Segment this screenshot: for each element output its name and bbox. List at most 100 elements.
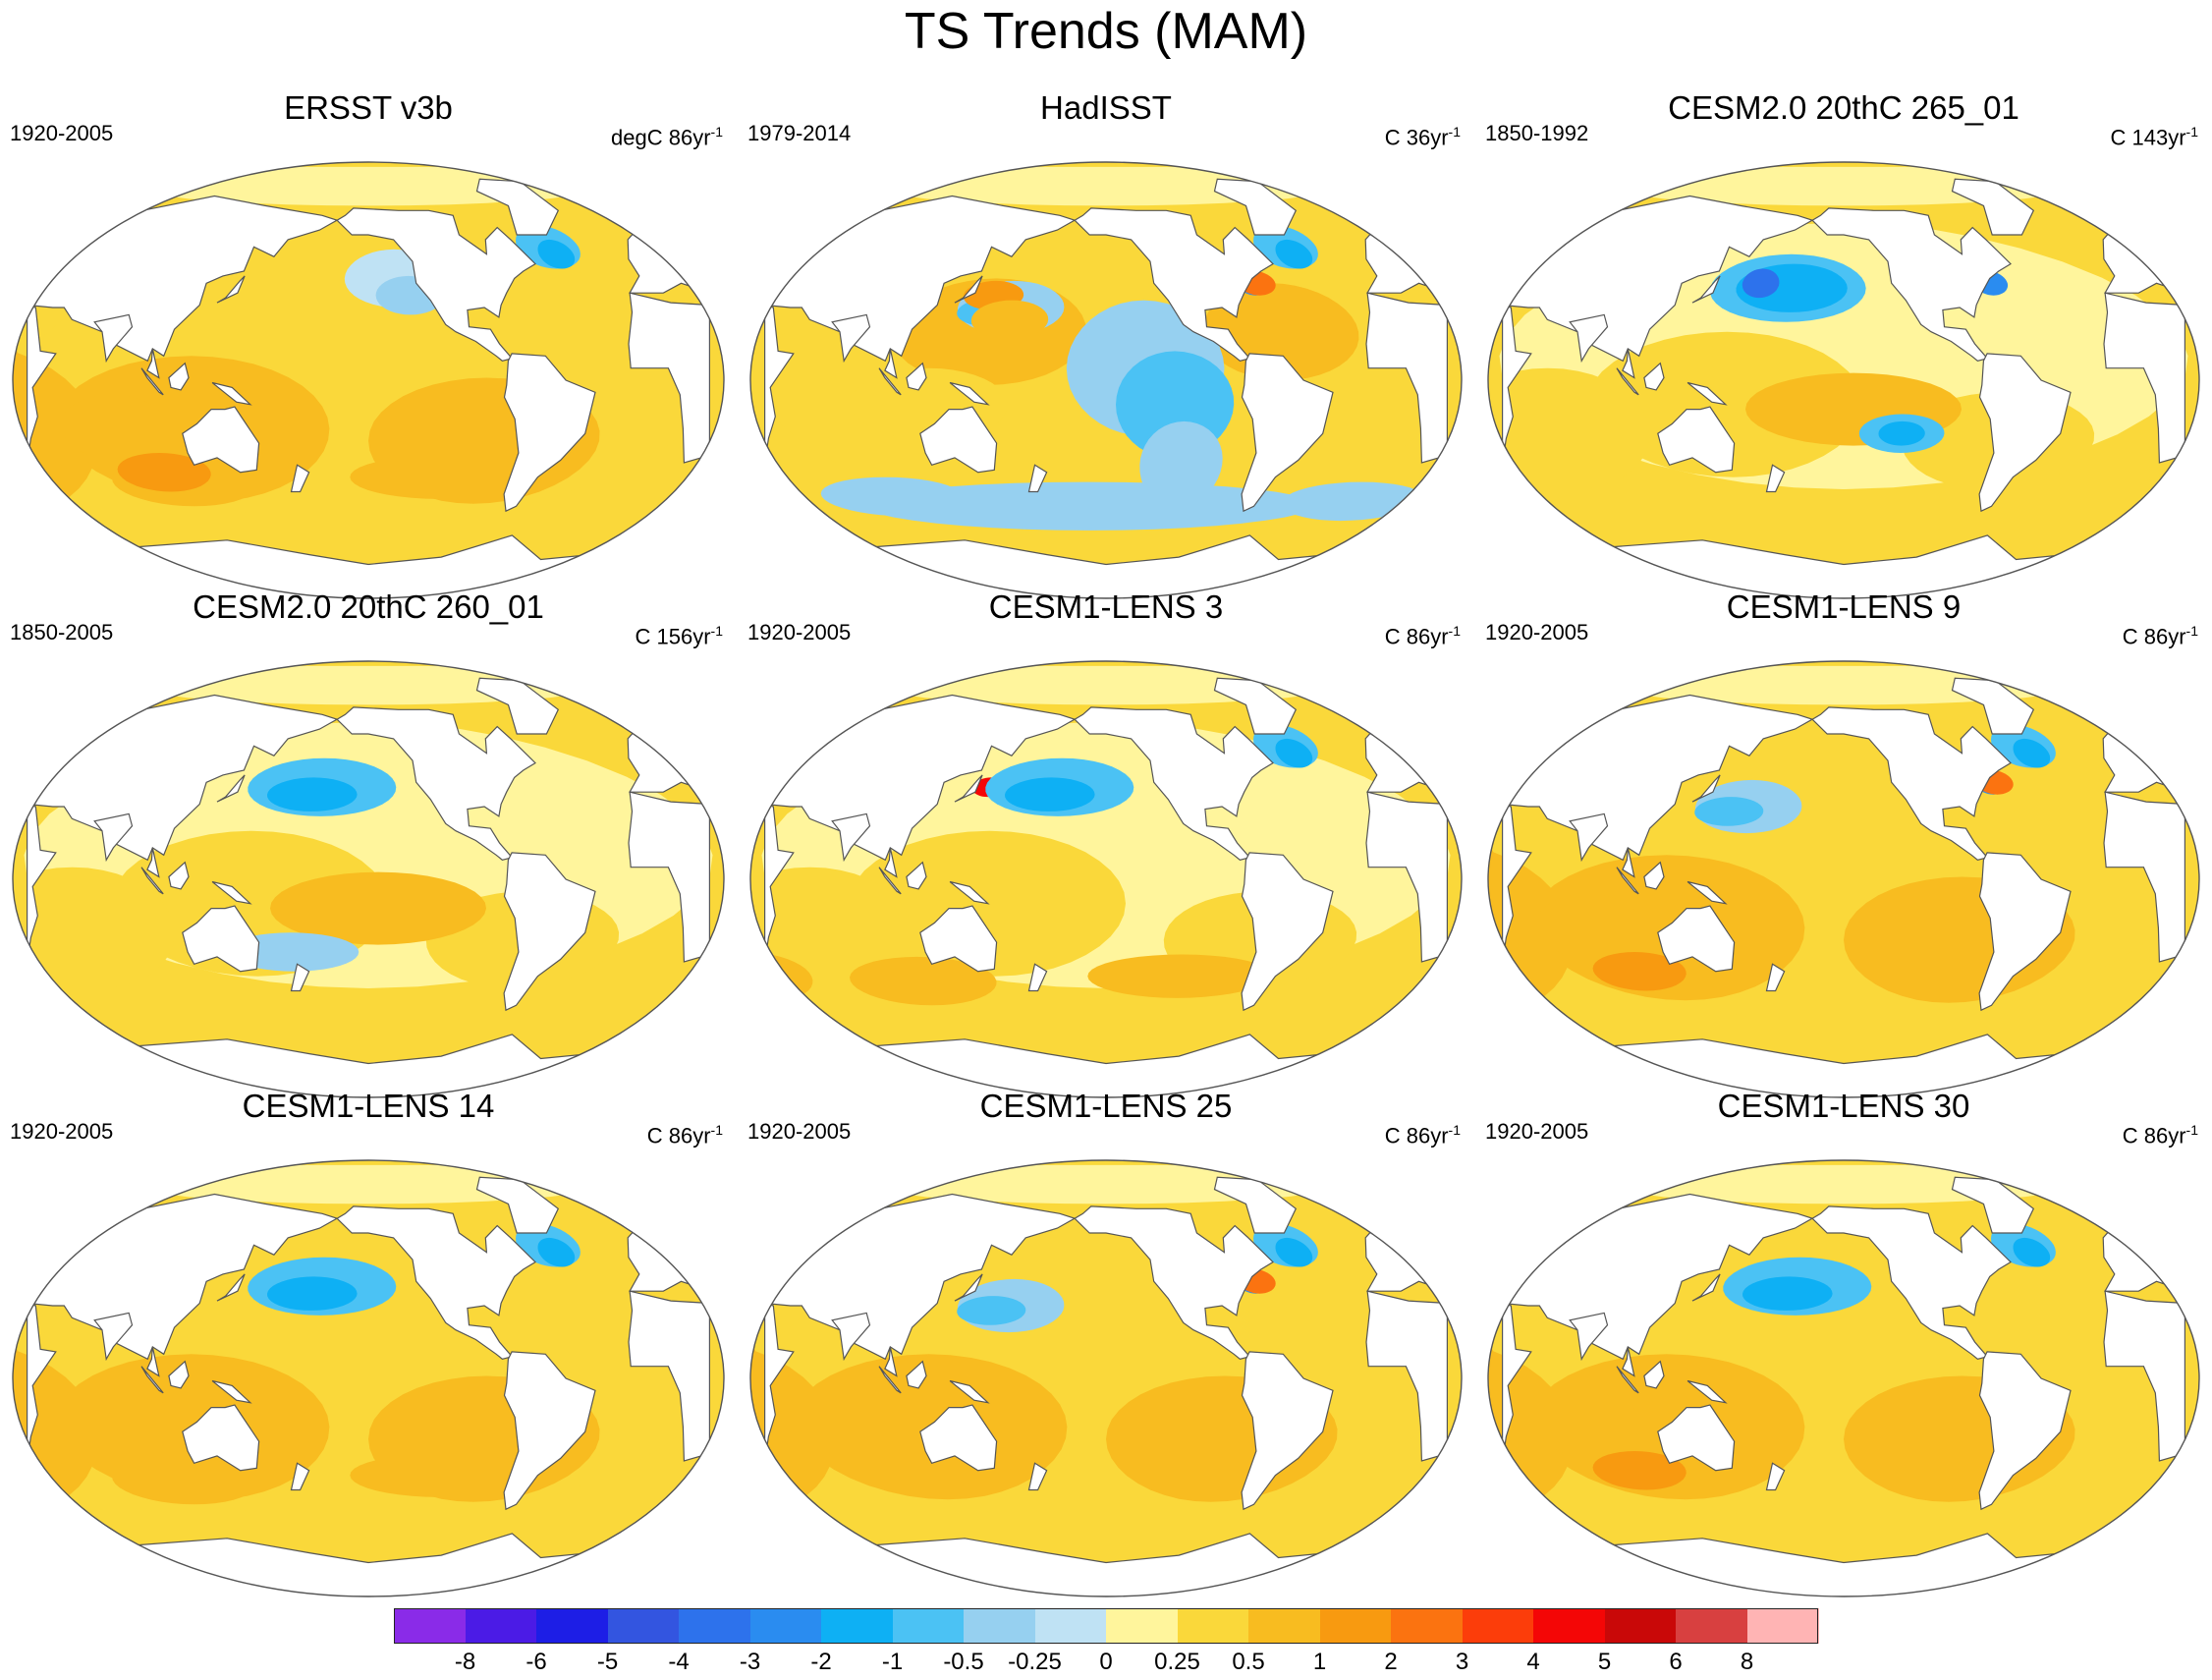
panel-title: ERSST v3b <box>284 89 453 126</box>
land-newzealand <box>1765 1462 1786 1491</box>
land-borneo <box>906 1360 927 1389</box>
panel-title: HadISST <box>1040 89 1172 126</box>
land-australia <box>919 905 998 973</box>
land-samerica <box>503 852 596 1012</box>
colorbar-cell <box>821 1608 894 1644</box>
map-panel: HadISST 1979-2014 C 36yr-1 <box>738 88 1474 609</box>
world-map <box>12 660 725 1098</box>
land-seasia <box>1622 348 1635 379</box>
land-sumatra <box>878 867 902 895</box>
panel-title: CESM2.0 20thC 265_01 <box>1668 89 2019 126</box>
land-greenland <box>1213 677 1298 735</box>
trend-warm-region <box>1488 367 1650 489</box>
land-borneo <box>168 362 190 391</box>
trend-cold-region <box>1878 420 1925 446</box>
land-india <box>93 313 134 364</box>
panel-title: CESM1-LENS 30 <box>1717 1088 1970 1124</box>
map-panel: CESM1-LENS 25 1920-2005 C 86yr-1 <box>738 1087 1474 1607</box>
world-map <box>749 1159 1463 1597</box>
map-outline <box>1487 161 2200 599</box>
land-namerica <box>336 207 536 362</box>
land-australia <box>1657 1404 1736 1472</box>
land-borneo <box>168 861 190 890</box>
map-outline <box>12 660 725 1098</box>
panel-period: 1920-2005 <box>1485 1119 1589 1144</box>
panel-period: 1850-2005 <box>10 620 114 644</box>
panel-period: 1920-2005 <box>10 121 114 145</box>
land-india <box>1569 812 1609 863</box>
land-borneo <box>906 861 927 890</box>
trend-cold-region <box>1275 239 1313 269</box>
land-borneo <box>1643 1360 1665 1389</box>
colorbar-tick-label: 1 <box>1312 1649 1327 1675</box>
land-sumatra <box>878 1366 902 1394</box>
map-outline <box>749 161 1463 599</box>
panel-title: CESM1-LENS 3 <box>988 588 1224 625</box>
trend-hot-region <box>1536 893 1646 962</box>
units-exponent: -1 <box>2185 623 2198 639</box>
trend-arctic-region <box>874 166 1338 206</box>
map-panel: CESM1-LENS 30 1920-2005 C 86yr-1 <box>1475 1087 2212 1607</box>
land-sumatra <box>1616 1366 1639 1394</box>
map-panel: CESM1-LENS 3 1920-2005 C 86yr-1 <box>738 588 1474 1108</box>
trend-warm-region <box>13 867 175 988</box>
land-seasia <box>1622 847 1635 878</box>
land-namerica <box>336 706 536 861</box>
land-namerica <box>1074 1205 1274 1360</box>
land-newzealand <box>1027 1462 1048 1491</box>
trend-cold-region <box>537 239 576 269</box>
land-australia <box>919 1404 998 1472</box>
colorbar-tick-label: -2 <box>810 1649 832 1675</box>
units-text: C 143yr <box>2110 125 2186 150</box>
units-text: C 86yr <box>1384 1123 1449 1148</box>
panel-units: C 86yr-1 <box>2123 617 2198 650</box>
land-borneo <box>906 362 927 391</box>
colorbar-tick-label: -4 <box>668 1649 690 1675</box>
trend-arctic-region <box>137 665 600 705</box>
land-seasia <box>146 348 160 379</box>
world-map <box>1487 660 2200 1098</box>
land-japan <box>216 774 246 803</box>
units-exponent: -1 <box>710 1122 723 1138</box>
land-sumatra <box>1616 867 1639 895</box>
colorbar-tick-label: -0.5 <box>943 1649 984 1675</box>
land-japan <box>1691 774 1721 803</box>
panel-title: CESM2.0 20thC 260_01 <box>193 588 544 625</box>
colorbar-tick-label: 0.25 <box>1154 1649 1200 1675</box>
land-newzealand <box>1765 963 1786 992</box>
colorbar-cell <box>465 1608 537 1644</box>
units-text: C 86yr <box>1384 624 1449 649</box>
land-australia <box>1657 905 1736 973</box>
map-panel: CESM2.0 20thC 265_01 1850-1992 C 143yr-1 <box>1475 88 2212 609</box>
land-samerica <box>503 1351 596 1511</box>
trend-hot-region <box>350 455 534 499</box>
land-australia <box>182 905 260 973</box>
units-text: C 36yr <box>1384 125 1449 150</box>
trend-cold-region <box>1275 1237 1313 1267</box>
land-newzealand <box>1765 464 1786 493</box>
trend-hot-region <box>970 300 1049 340</box>
land-greenland <box>1213 1176 1298 1234</box>
trend-cold-region <box>537 1237 576 1267</box>
land-sumatra <box>140 1366 164 1394</box>
colorbar-cell <box>1034 1608 1107 1644</box>
land-newguinea <box>211 880 252 905</box>
trend-hot-region <box>1087 954 1272 998</box>
colorbar-cell <box>1106 1608 1179 1644</box>
land-samerica <box>1978 1351 2072 1511</box>
land-namerica <box>1811 1205 2012 1360</box>
trend-warm-region <box>750 867 912 988</box>
land-seasia <box>884 348 898 379</box>
panel-units: C 36yr-1 <box>1385 118 1461 151</box>
land-samerica <box>503 353 596 513</box>
land-greenland <box>1213 178 1298 236</box>
land-samerica <box>1241 353 1334 513</box>
units-exponent: -1 <box>1448 623 1461 639</box>
panel-units: C 156yr-1 <box>636 617 724 650</box>
panel-period: 1850-1992 <box>1485 121 1589 145</box>
colorbar-labels: -8 -6 -5 -4 -3 -2 -1 -0.5 -0.25 0 0.25 0.5 1 2 3 4 5 6 8 <box>394 1648 1818 1677</box>
units-exponent: -1 <box>2185 124 2198 140</box>
land-europe_w <box>627 708 705 793</box>
land-greenland <box>1951 1176 2035 1234</box>
land-seasia <box>146 1346 160 1377</box>
